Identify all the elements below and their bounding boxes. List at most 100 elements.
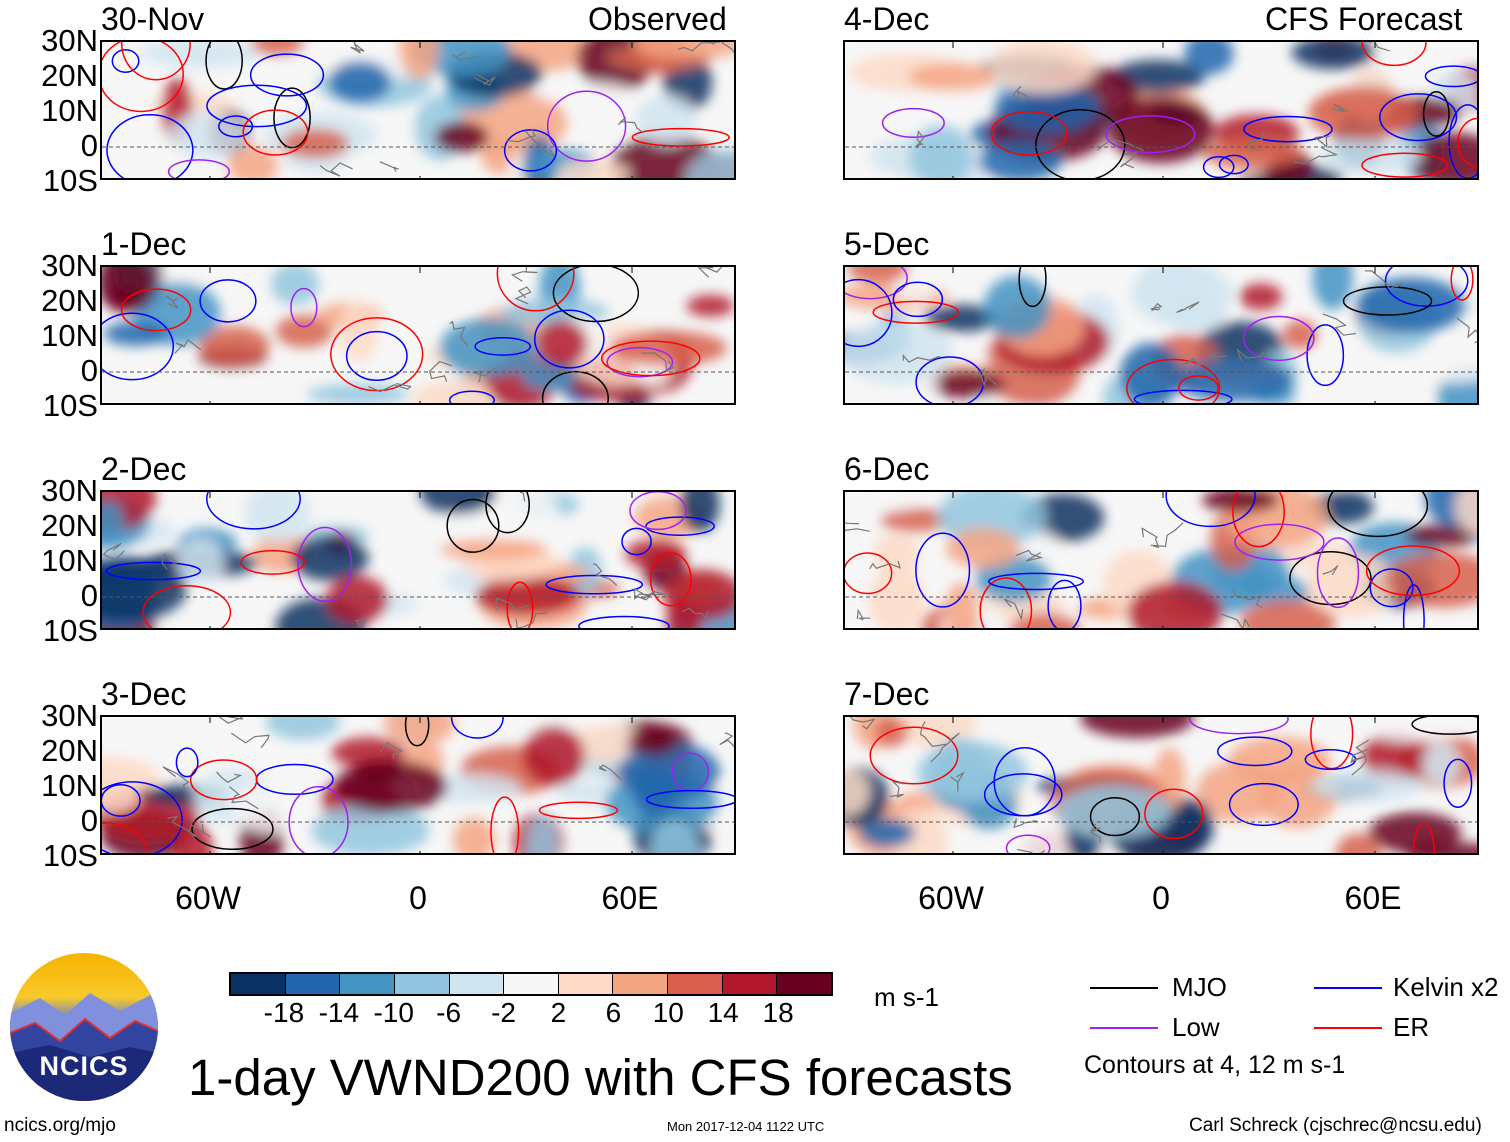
footer-timestamp: Mon 2017-12-04 1122 UTC: [667, 1119, 825, 1134]
lon-label: 60E: [1344, 880, 1402, 916]
legend-er: ER: [1393, 1012, 1430, 1042]
contour: [541, 370, 609, 403]
coastline: [1206, 352, 1228, 360]
lat-label: 30N: [41, 698, 98, 733]
lat-label: 10S: [42, 163, 98, 198]
contour: [121, 42, 191, 81]
colorbar-swatch: [394, 974, 450, 994]
anomaly-blob: [845, 769, 870, 816]
lon-label: 0: [1152, 880, 1170, 916]
anomaly-blob: [139, 42, 260, 69]
lon-label: 60W: [175, 880, 241, 916]
colorbar-label: 10: [652, 997, 684, 1028]
anomaly-blob: [610, 330, 728, 366]
coastline: [1351, 739, 1370, 776]
anomaly-blob: [923, 304, 1000, 332]
coastline: [1219, 613, 1250, 628]
anomaly-blob: [1356, 277, 1466, 334]
contour: [102, 312, 175, 381]
legend-kelvin: Kelvin x2: [1393, 972, 1499, 1002]
coastline: [1015, 549, 1044, 562]
contour: [1035, 108, 1126, 178]
anomaly-blob: [398, 42, 439, 80]
contour: [606, 346, 674, 378]
contour: [167, 159, 231, 178]
lat-label: 30N: [41, 473, 98, 508]
contour: [1018, 267, 1047, 308]
colorbar-swatch: [613, 974, 669, 994]
coastline: [188, 823, 211, 838]
lat-label: 20N: [41, 733, 98, 768]
coastline: [515, 612, 548, 628]
anomaly-blob: [847, 267, 910, 283]
coastline: [1364, 270, 1404, 290]
anomaly-blob: [1240, 599, 1337, 628]
lon-label: 60E: [601, 880, 659, 916]
coastline: [379, 161, 399, 172]
anomaly-blob: [326, 576, 389, 623]
anomaly-blob: [625, 538, 687, 570]
coastline: [1350, 749, 1369, 764]
contour: [629, 492, 687, 531]
coastline: [514, 286, 532, 305]
anomaly-blob: [1056, 784, 1172, 840]
coastline: [449, 320, 469, 347]
coastline: [350, 42, 365, 54]
coastline: [1150, 302, 1163, 312]
anomaly-blob: [198, 326, 270, 366]
coastline: [368, 382, 412, 393]
contour: [869, 726, 959, 785]
contour: [1202, 155, 1235, 178]
lat-label: 10S: [42, 613, 98, 648]
colorbar-label: -18: [263, 997, 305, 1028]
lat-label: 20N: [41, 283, 98, 318]
coastline: [850, 717, 876, 730]
anomaly-blob: [1392, 348, 1477, 384]
anomaly-blob: [103, 321, 168, 346]
anomaly-blob: [983, 275, 1051, 339]
anomaly-blob: [1175, 357, 1294, 402]
anomaly-blob: [102, 267, 155, 313]
contour: [988, 572, 1085, 591]
colorbar-label: 14: [707, 997, 739, 1028]
panel-date: 2-Dec: [101, 451, 187, 487]
anomaly-blob: [265, 717, 341, 741]
coastline: [1369, 42, 1390, 52]
coastline: [1322, 565, 1339, 576]
contour: [1443, 758, 1473, 808]
coastline: [949, 771, 965, 792]
anomaly-blob: [1245, 576, 1310, 608]
anomaly-blob: [928, 370, 1005, 399]
anomaly-blob: [945, 527, 1021, 569]
contour: [881, 107, 945, 139]
panel-date: 6-Dec: [844, 451, 930, 487]
anomaly-blob: [663, 569, 734, 621]
lat-label: 10N: [41, 543, 98, 578]
map-panel: [843, 715, 1479, 855]
coastline: [930, 732, 960, 763]
coastline: [167, 815, 198, 838]
coastline: [1322, 313, 1356, 336]
coastline: [697, 267, 723, 278]
contour: [102, 784, 141, 817]
anomaly-blob: [536, 320, 588, 367]
contour: [545, 574, 644, 595]
contour: [102, 42, 184, 113]
anomaly-blob: [522, 725, 585, 787]
colorbar-units: m s-1: [874, 982, 939, 1012]
contour: [205, 42, 243, 90]
lat-label: 30N: [41, 23, 98, 58]
coastline: [974, 367, 997, 388]
footer-url[interactable]: ncics.org/mjo: [4, 1115, 116, 1136]
anomaly-blob: [1166, 297, 1227, 332]
lat-label: 0: [80, 353, 98, 388]
contour: [506, 581, 534, 628]
panel-date: 3-Dec: [101, 676, 187, 712]
colorbar-label: 6: [605, 997, 622, 1028]
anomaly-blob: [1119, 342, 1182, 403]
coastline: [1179, 357, 1203, 367]
anomaly-blob: [892, 274, 937, 304]
coastline: [856, 608, 871, 621]
anomaly-blob: [331, 737, 407, 768]
contour: [1306, 324, 1345, 387]
